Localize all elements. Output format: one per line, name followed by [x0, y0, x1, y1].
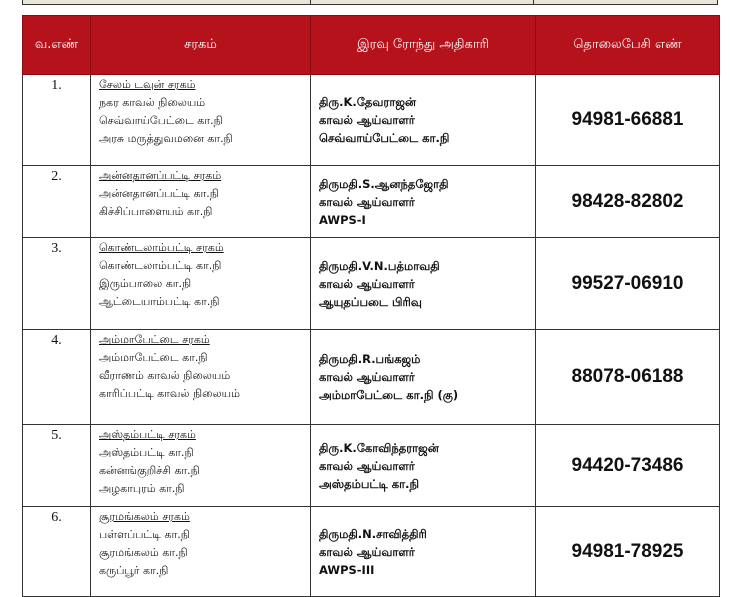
station-name: அரசு மருத்துவமனை கா.நி	[99, 132, 233, 145]
officer-cell: திரு.K.கோவிந்தராஜன் காவல் ஆய்வாளர் அஸ்தம்ப…	[310, 424, 536, 507]
station-name: வீராணம் காவல் நிலையம்	[99, 369, 231, 382]
officer-line: திருமதி.R.பங்கஜம்	[319, 352, 421, 366]
serial-number: 2.	[22, 165, 91, 238]
station-name: கிச்சிப்பாளையம் கா.நி	[99, 205, 213, 218]
header-sno: வ.எண்	[22, 15, 91, 75]
officer-line: காவல் ஆய்வாளர்	[319, 458, 415, 473]
officer-cell: திருமதி.R.பங்கஜம் காவல் ஆய்வாளர் அம்மாபேட்…	[310, 329, 536, 425]
station-name: அம்மாபேட்டை கா.நி	[99, 351, 208, 364]
circle-name: சேலம் டவுன் சரகம்	[99, 78, 196, 91]
circle-cell: சேலம் டவுன் சரகம் நகர காவல் நிலையம் செவ்வா…	[90, 74, 311, 166]
circle-cell: அன்னதானப்பட்டி சரகம் அன்னதானப்பட்டி கா.நி…	[90, 165, 311, 238]
circle-name: அன்னதானப்பட்டி சரகம்	[99, 169, 222, 182]
phone-number: 94981-78925	[535, 506, 720, 597]
officer-cell: திருமதி.S.ஆனந்தஜோதி காவல் ஆய்வாளர் AWPS-I	[310, 165, 536, 238]
phone-number: 94420-73486	[535, 424, 720, 507]
station-name: காரிப்பட்டி காவல் நிலையம்	[99, 387, 240, 400]
table-row: 3. கொண்டலாம்பட்டி சரகம் கொண்டலாம்பட்டி கா…	[22, 237, 720, 330]
officer-cell: திருமதி.V.N.பத்மாவதி காவல் ஆய்வாளர் ஆயுதப்…	[310, 237, 536, 330]
station-name: செவ்வாய்பேட்டை கா.நி	[99, 114, 223, 127]
station-name: சூரமங்கலம் கா.நி	[99, 546, 188, 559]
officer-cell: திருமதி.N.சாவித்திரி காவல் ஆய்வாளர் AWPS-I…	[310, 506, 536, 597]
officer-line: திரு.K.கோவிந்தராஜன்	[319, 440, 439, 455]
table-row: 4. அம்மாபேட்டை சரகம் அம்மாபேட்டை கா.நி வீர…	[22, 329, 720, 425]
station-name: அழகாபுரம் கா.நி	[99, 482, 185, 495]
header-officer: இரவு ரோந்து அதிகாரி	[310, 15, 536, 75]
table-row: 5. அஸ்தம்பட்டி சரகம் அஸ்தம்பட்டி கா.நி கன்…	[22, 424, 720, 507]
table-row: 6. சூரமங்கலம் சரகம் பள்ளப்பட்டி கா.நி சூரம…	[22, 506, 720, 597]
serial-number: 5.	[22, 424, 91, 507]
phone-number: 88078-06188	[535, 329, 720, 425]
circle-name: சூரமங்கலம் சரகம்	[99, 510, 190, 523]
station-name: இரும்பாலை கா.நி	[99, 277, 192, 290]
officer-cell: திரு.K.தேவராஜன் காவல் ஆய்வாளர் செவ்வாய்பேட…	[310, 74, 536, 166]
station-name: அஸ்தம்பட்டி கா.நி	[99, 446, 194, 459]
header-phone: தொலைபேசி எண்	[535, 15, 720, 75]
officer-line: காவல் ஆய்வாளர்	[319, 276, 415, 291]
circle-name: அம்மாபேட்டை சரகம்	[99, 333, 210, 346]
circle-cell: அஸ்தம்பட்டி சரகம் அஸ்தம்பட்டி கா.நி கன்னங்…	[90, 424, 311, 507]
station-name: அன்னதானப்பட்டி கா.நி	[99, 187, 219, 200]
officer-line: திருமதி.N.சாவித்திரி	[319, 526, 427, 541]
station-name: கொண்டலாம்பட்டி கா.நி	[99, 259, 222, 272]
phone-number: 99527-06910	[535, 237, 720, 330]
circle-cell: கொண்டலாம்பட்டி சரகம் கொண்டலாம்பட்டி கா.நி…	[90, 237, 311, 330]
circle-name: கொண்டலாம்பட்டி சரகம்	[99, 241, 224, 254]
officer-line: திருமதி.S.ஆனந்தஜோதி	[319, 176, 449, 191]
officer-line: ஆயுதப்படை பிரிவு	[319, 294, 422, 309]
officer-line: காவல் ஆய்வாளர்	[319, 113, 415, 127]
officer-line: AWPS-III	[319, 562, 375, 577]
header-circle: சரகம்	[90, 15, 311, 75]
station-name: கன்னங்குறிச்சி கா.நி	[99, 464, 200, 477]
officer-line: காவல் ஆய்வாளர்	[319, 370, 415, 384]
station-name: ஆட்டையாம்பட்டி கா.நி	[99, 295, 220, 308]
station-name: பள்ளப்பட்டி கா.நி	[99, 528, 190, 541]
table-row: 2. அன்னதானப்பட்டி சரகம் அன்னதானப்பட்டி கா…	[22, 165, 720, 238]
phone-number: 98428-82802	[535, 165, 720, 238]
officer-line: அஸ்தம்பட்டி கா.நி	[319, 476, 420, 491]
serial-number: 3.	[22, 237, 91, 330]
serial-number: 6.	[22, 506, 91, 597]
table-header: வ.எண் சரகம் இரவு ரோந்து அதிகாரி தொலைபேசி…	[22, 15, 720, 75]
station-name: கருப்பூர் கா.நி	[99, 564, 169, 577]
officer-line: AWPS-I	[319, 212, 366, 227]
circle-cell: சூரமங்கலம் சரகம் பள்ளப்பட்டி கா.நி சூரமங்க…	[90, 506, 311, 597]
station-name: நகர காவல் நிலையம்	[99, 96, 206, 109]
phone-number: 94981-66881	[535, 74, 720, 166]
officer-line: காவல் ஆய்வாளர்	[319, 194, 415, 209]
table-row: 1. சேலம் டவுன் சரகம் நகர காவல் நிலையம் செவ…	[22, 74, 720, 166]
officer-line: காவல் ஆய்வாளர்	[319, 544, 415, 559]
officer-line: அம்மாபேட்டை கா.நி (கு)	[319, 388, 459, 402]
officer-line: செவ்வாய்பேட்டை கா.நி	[319, 131, 450, 145]
officer-line: திருமதி.V.N.பத்மாவதி	[319, 258, 440, 273]
circle-cell: அம்மாபேட்டை சரகம் அம்மாபேட்டை கா.நி வீராணம…	[90, 329, 311, 425]
circle-name: அஸ்தம்பட்டி சரகம்	[99, 428, 196, 441]
previous-table-row-edge	[22, 0, 718, 5]
night-patrol-table: வ.எண் சரகம் இரவு ரோந்து அதிகாரி தொலைபேசி…	[22, 15, 720, 597]
serial-number: 1.	[22, 74, 91, 166]
officer-line: திரு.K.தேவராஜன்	[319, 95, 417, 109]
serial-number: 4.	[22, 329, 91, 425]
